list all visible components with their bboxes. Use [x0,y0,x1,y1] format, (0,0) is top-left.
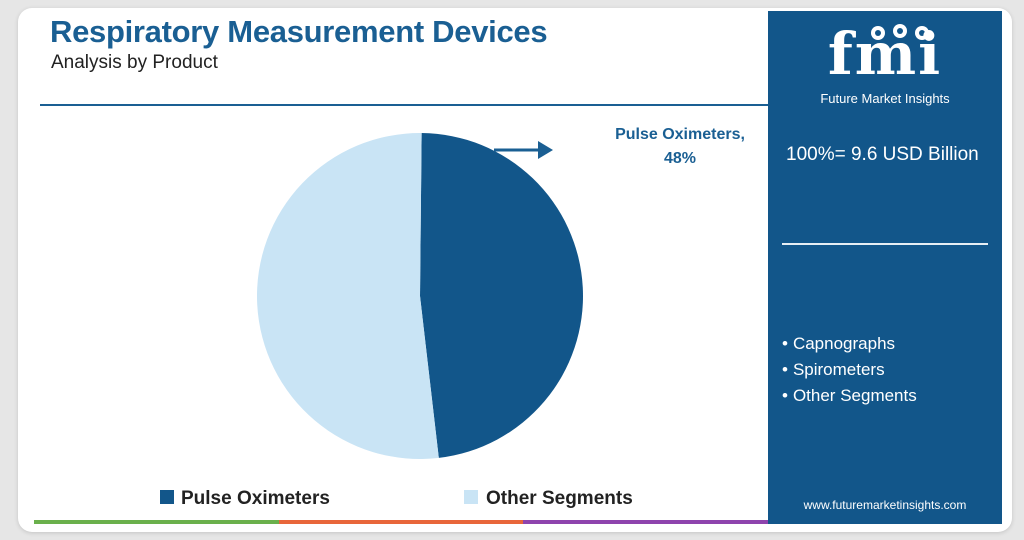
logo-subtitle: Future Market Insights [820,91,950,106]
annotation-pulse-oximeters: Pulse Oximeters, 48% [494,126,745,167]
title-divider [40,104,772,106]
legend-swatch-pulse-oximeters [160,490,174,504]
footer-bar-green [34,520,279,524]
footer-bar-orange [278,520,524,524]
fmi-logo: fmi Future Market Insights [768,17,1002,117]
pie-chart: Pulse Oximeters, 48% Pulse Oximeters Oth… [160,126,745,509]
annotation-label-line1: Pulse Oximeters, [615,126,745,143]
website-link[interactable]: www.futuremarketinsights.com [803,498,967,512]
footer-color-bars [34,520,769,524]
legend-swatch-other-segments [464,490,478,504]
chart-panel: Respiratory Measurement Devices Analysis… [34,8,772,524]
segment-list: Capnographs Spirometers Other Segments [782,331,917,409]
market-total: 100%= 9.6 USD Billion [786,144,979,165]
page-title: Respiratory Measurement Devices [50,14,548,49]
annotation-label-line2: 48% [664,150,696,167]
segment-item: Other Segments [782,383,917,409]
segment-item: Spirometers [782,357,917,383]
pie-slice-pulse-oximeters [420,133,583,458]
page-subtitle: Analysis by Product [51,52,218,73]
logo-figures-icon [871,24,929,40]
legend: Pulse Oximeters Other Segments [160,488,633,509]
legend-label-pulse-oximeters: Pulse Oximeters [181,488,330,509]
segment-item: Capnographs [782,331,917,357]
legend-label-other-segments: Other Segments [486,488,633,509]
infographic-card: Respiratory Measurement Devices Analysis… [18,8,1012,532]
sidebar-divider [782,243,988,245]
footer-bar-purple [523,520,769,524]
pie-slice-other-segments [256,133,439,459]
annotation-arrow-head [538,141,553,159]
info-sidebar: fmi Future Market Insights 100%= 9.6 USD… [768,11,1002,524]
logo-wordmark: fmi [827,20,943,88]
